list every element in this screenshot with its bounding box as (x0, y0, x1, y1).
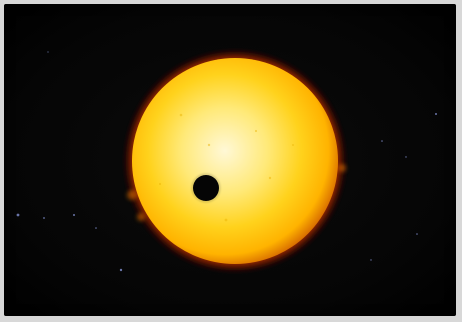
space-photo (4, 4, 456, 316)
transiting-planet (193, 175, 219, 201)
sun-disc (132, 58, 338, 264)
star-field (16, 51, 437, 272)
sun-surface-spots (158, 113, 294, 222)
planet-shadow-rim (192, 174, 220, 202)
sun-transit-illustration (16, 48, 437, 274)
solar-flare-glow (127, 164, 346, 221)
